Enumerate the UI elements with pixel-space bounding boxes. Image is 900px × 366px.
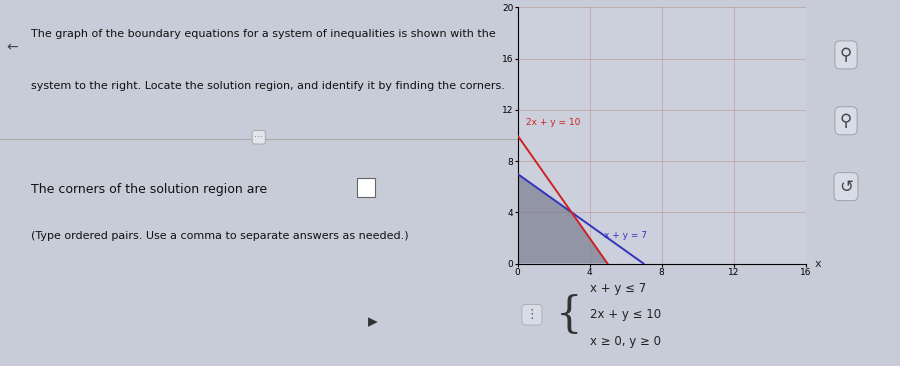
Text: ⚲: ⚲ (840, 112, 852, 130)
Text: system to the right. Locate the solution region, and identify it by finding the : system to the right. Locate the solution… (31, 81, 505, 90)
Text: 2x + y = 10: 2x + y = 10 (526, 118, 580, 127)
Text: ▸: ▸ (368, 313, 377, 332)
Text: x + y ≤ 7: x + y ≤ 7 (590, 281, 646, 295)
Text: ⋮: ⋮ (526, 308, 538, 321)
Text: 2x + y ≤ 10: 2x + y ≤ 10 (590, 308, 661, 321)
Text: ←: ← (6, 40, 18, 54)
Text: ↺: ↺ (839, 178, 853, 196)
Text: The corners of the solution region are: The corners of the solution region are (31, 183, 267, 196)
Text: x: x (814, 258, 821, 269)
Polygon shape (518, 174, 608, 264)
Text: {: { (556, 294, 582, 336)
Text: x + y = 7: x + y = 7 (604, 231, 647, 240)
Text: The graph of the boundary equations for a system of inequalities is shown with t: The graph of the boundary equations for … (31, 29, 496, 39)
Text: ⚲: ⚲ (840, 46, 852, 64)
Text: ···: ··· (255, 133, 263, 142)
Text: (Type ordered pairs. Use a comma to separate answers as needed.): (Type ordered pairs. Use a comma to sepa… (31, 231, 409, 240)
Text: x ≥ 0, y ≥ 0: x ≥ 0, y ≥ 0 (590, 335, 661, 348)
